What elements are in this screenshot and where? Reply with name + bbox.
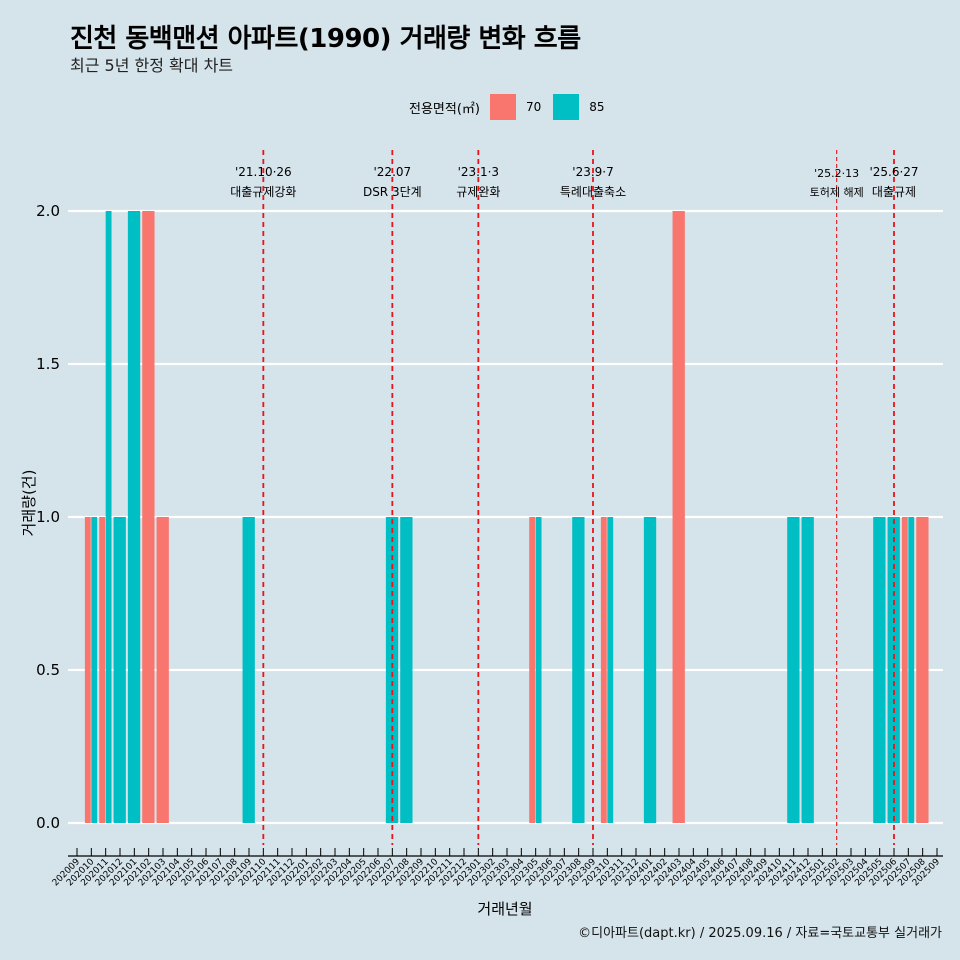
legend-key-70 bbox=[489, 94, 516, 120]
event-label: DSR 3단계 bbox=[363, 185, 422, 199]
bar-70-202103 bbox=[156, 517, 169, 823]
chart-subtitle: 최근 5년 한정 확대 차트 bbox=[70, 56, 234, 75]
event-label: 대출규제강화 bbox=[230, 185, 296, 199]
source-caption: ©디아파트(dapt.kr) / 2025.09.16 / 자료=국토교통부 실… bbox=[578, 926, 942, 941]
bar-85-202101 bbox=[127, 211, 141, 823]
bar-70-202310 bbox=[600, 517, 607, 823]
bar-85-202505 bbox=[873, 517, 886, 823]
legend: 전용면적(㎡) 70 85 bbox=[409, 93, 607, 121]
event-date: '21.10·26 bbox=[235, 165, 292, 179]
x-axis-label: 거래년월 bbox=[477, 900, 532, 918]
bar-85-202011 bbox=[105, 211, 112, 823]
bar-85-202310 bbox=[607, 517, 614, 823]
bar-85-202305 bbox=[535, 517, 542, 823]
bar-85-202507 bbox=[908, 517, 915, 823]
bar-85-202412 bbox=[801, 517, 814, 823]
bar-85-202411 bbox=[787, 517, 800, 823]
bar-85-202012 bbox=[113, 517, 126, 823]
bar-85-202207 bbox=[385, 517, 399, 823]
legend-label-70: 70 bbox=[525, 100, 542, 114]
event-label: 토허제 해제 bbox=[810, 185, 864, 199]
event-label: 대출규제 bbox=[872, 185, 916, 199]
bar-85-202506 bbox=[887, 517, 900, 823]
y-axis: 0.0 0.5 1.0 1.5 2.0 bbox=[36, 202, 60, 832]
legend-label-85: 85 bbox=[589, 100, 605, 114]
event-date: '25.6·27 bbox=[869, 165, 918, 179]
bars bbox=[84, 211, 929, 823]
bar-70-202403 bbox=[672, 211, 685, 823]
bar-70-202010 bbox=[84, 517, 91, 823]
bar-70-202305 bbox=[529, 517, 536, 823]
bar-85-202308 bbox=[572, 517, 585, 823]
event-date: '22.07 bbox=[374, 165, 412, 179]
y-tick-label: 1.5 bbox=[36, 355, 60, 373]
bar-85-202401 bbox=[643, 517, 657, 823]
chart-title: 진천 동백맨션 아파트(1990) 거래량 변화 흐름 bbox=[70, 24, 581, 54]
y-axis-label: 거래량(건) bbox=[20, 470, 38, 537]
legend-title: 전용면적(㎡) bbox=[409, 101, 480, 117]
event-date: '23.9·7 bbox=[572, 165, 613, 179]
x-axis: 2020092020102020112020122021012021022021… bbox=[51, 848, 943, 888]
bar-70-202508 bbox=[916, 517, 929, 823]
bar-85-202208 bbox=[400, 517, 413, 823]
legend-key-85 bbox=[553, 94, 580, 120]
y-tick-label: 1.0 bbox=[36, 508, 60, 526]
y-tick-label: 2.0 bbox=[36, 202, 60, 220]
y-tick-label: 0.0 bbox=[36, 814, 60, 832]
bar-70-202011 bbox=[99, 517, 106, 823]
event-label: 규제완화 bbox=[456, 185, 500, 199]
bar-85-202109 bbox=[242, 517, 255, 823]
bar-70-202507 bbox=[901, 517, 908, 823]
event-date: '25.2·13 bbox=[814, 167, 859, 180]
event-label: 특례대출축소 bbox=[560, 185, 626, 199]
event-lines: '21.10·26 대출규제강화 '22.07 DSR 3단계 '23.1·3 규제완화 '… bbox=[230, 150, 919, 845]
y-tick-label: 0.5 bbox=[36, 661, 60, 679]
bar-70-202102 bbox=[142, 211, 155, 823]
bar-85-202010 bbox=[91, 517, 98, 823]
event-date: '23.1·3 bbox=[458, 165, 499, 179]
